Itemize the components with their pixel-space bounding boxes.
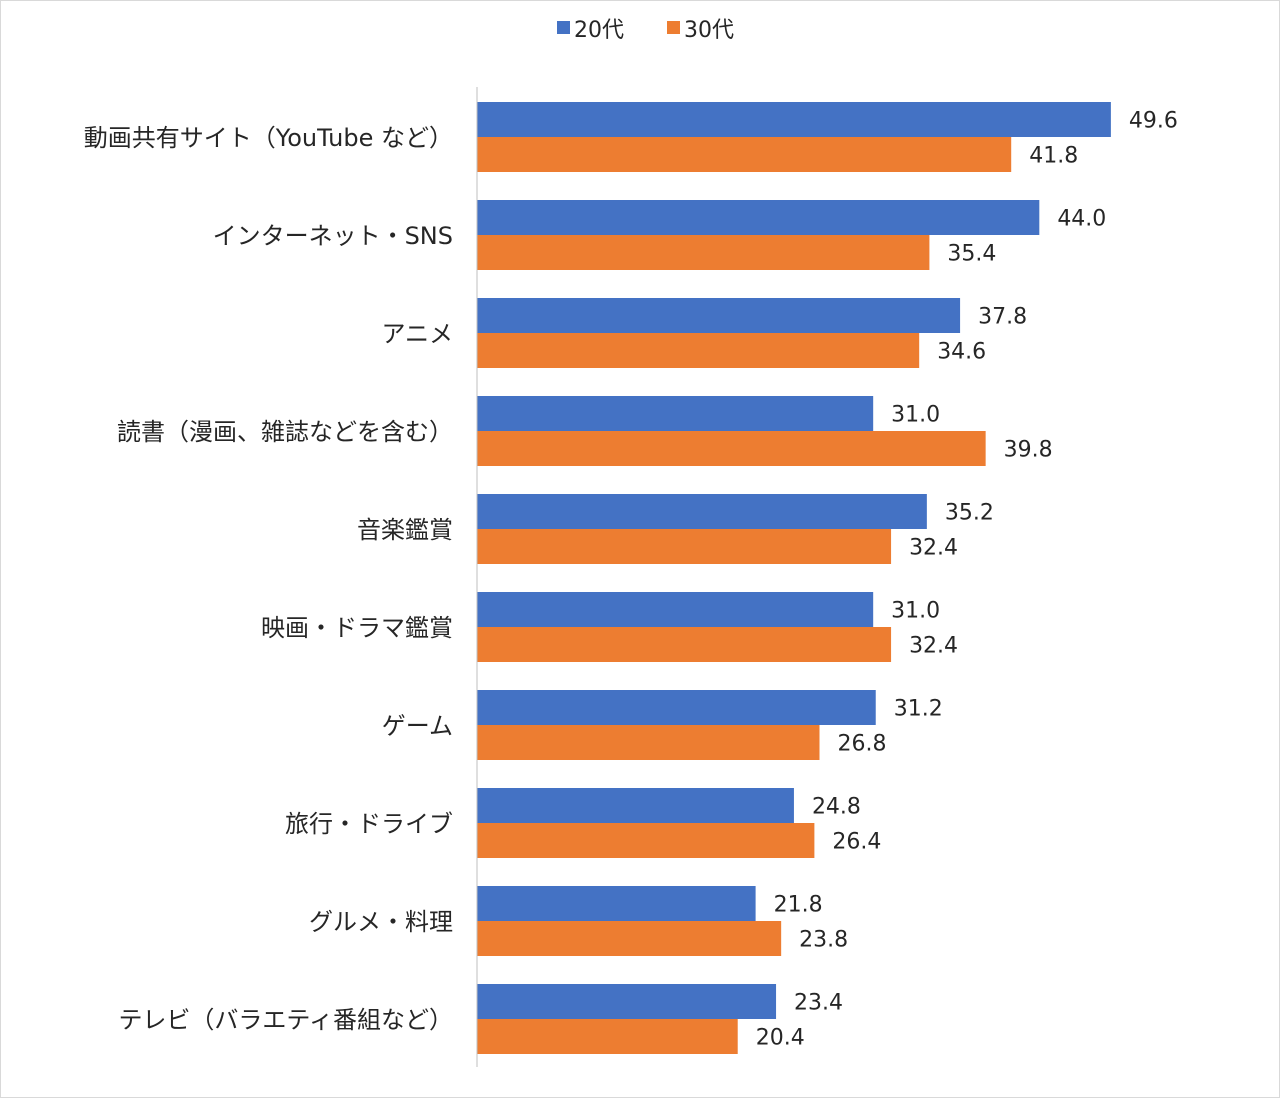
category-label-6: 映画・ドラマ鑑賞 xyxy=(261,614,453,642)
data-label-series-1-9: 21.8 xyxy=(774,893,823,918)
data-label-series-1-1: 49.6 xyxy=(1129,109,1178,134)
category-label-8: 旅行・ドライブ xyxy=(285,810,453,838)
data-label-series-1-2: 44.0 xyxy=(1057,207,1106,232)
category-label-5: 音楽鑑賞 xyxy=(357,516,453,544)
data-label-series-1-5: 35.2 xyxy=(945,501,994,526)
data-label-series-1-4: 31.0 xyxy=(891,403,940,428)
category-label-10: テレビ（バラエティ番組など） xyxy=(118,1006,453,1034)
data-label-series-1-7: 31.2 xyxy=(894,697,943,722)
bar-series-2-2 xyxy=(477,235,930,270)
data-label-series-2-3: 34.6 xyxy=(937,340,986,365)
legend: 20代 30代 xyxy=(557,18,734,43)
bar-series-1-5 xyxy=(477,494,927,529)
legend-swatch-1 xyxy=(557,21,570,34)
data-label-series-2-5: 32.4 xyxy=(909,536,958,561)
data-label-series-2-6: 32.4 xyxy=(909,634,958,659)
bar-series-1-4 xyxy=(477,396,874,431)
bar-series-2-7 xyxy=(477,725,820,760)
bar-series-2-1 xyxy=(477,137,1012,172)
bar-series-1-10 xyxy=(477,984,777,1019)
legend-label-1: 20代 xyxy=(574,18,624,43)
category-label-4: 読書（漫画、雑誌などを含む） xyxy=(117,418,453,446)
legend-swatch-2 xyxy=(667,21,680,34)
data-label-series-2-10: 20.4 xyxy=(756,1026,805,1051)
bar-series-1-8 xyxy=(477,788,794,823)
bar-series-2-8 xyxy=(477,823,815,858)
bar-series-1-7 xyxy=(477,690,876,725)
data-label-series-2-8: 26.4 xyxy=(832,830,881,855)
category-label-2: インターネット・SNS xyxy=(213,222,453,250)
data-label-series-2-7: 26.8 xyxy=(838,732,887,757)
bars xyxy=(477,102,1111,1054)
data-label-series-2-9: 23.8 xyxy=(799,928,848,953)
bar-series-1-6 xyxy=(477,592,874,627)
category-label-1: 動画共有サイト（YouTube など） xyxy=(84,124,453,152)
data-label-series-2-2: 35.4 xyxy=(947,242,996,267)
category-label-3: アニメ xyxy=(381,320,453,348)
legend-label-2: 30代 xyxy=(684,18,734,43)
bar-series-1-2 xyxy=(477,200,1040,235)
data-label-series-1-6: 31.0 xyxy=(891,599,940,624)
category-label-9: グルメ・料理 xyxy=(309,908,453,936)
bar-series-2-9 xyxy=(477,921,782,956)
bar-series-1-9 xyxy=(477,886,756,921)
data-label-series-1-8: 24.8 xyxy=(812,795,861,820)
bar-series-2-5 xyxy=(477,529,892,564)
category-labels: 動画共有サイト（YouTube など） インターネット・SNS アニメ読書（漫画、雑… xyxy=(84,124,453,1034)
bar-series-2-10 xyxy=(477,1019,738,1054)
data-label-series-2-4: 39.8 xyxy=(1004,438,1053,463)
bar-series-1-3 xyxy=(477,298,961,333)
bar-series-2-6 xyxy=(477,627,892,662)
value-labels: 49.6 41.8 44.0 35.4 37.8 34.6 31.0 39.8 35.2 32.4… xyxy=(756,109,1178,1051)
data-label-series-2-1: 41.8 xyxy=(1029,144,1078,169)
category-label-7: ゲーム xyxy=(382,712,453,740)
bar-series-2-3 xyxy=(477,333,920,368)
bar-series-1-1 xyxy=(477,102,1111,137)
data-label-series-1-3: 37.8 xyxy=(978,305,1027,330)
data-label-series-1-10: 23.4 xyxy=(794,991,843,1016)
bar-series-2-4 xyxy=(477,431,986,466)
